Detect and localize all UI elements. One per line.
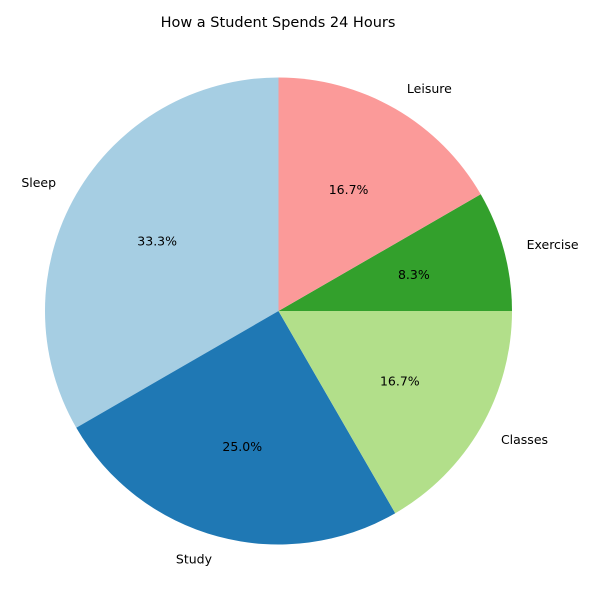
percent-label-classes: 16.7% [380,374,420,389]
chart-title: How a Student Spends 24 Hours [161,15,396,31]
slice-label-leisure: Leisure [407,81,452,96]
percent-label-exercise: 8.3% [398,267,430,282]
slice-label-classes: Classes [501,432,548,447]
pie-slice-exercise [278,194,512,311]
percent-label-sleep: 33.3% [137,233,177,248]
percent-label-leisure: 16.7% [329,182,369,197]
pie-slice-classes [278,311,512,514]
percent-label-study: 25.0% [222,439,262,454]
slice-label-exercise: Exercise [527,237,579,252]
pie-slice-leisure [278,77,481,311]
pie-labels: Sleep 33.3% Study 25.0% Classes 16.7% Exercise… [21,81,579,567]
slice-label-sleep: Sleep [21,175,56,190]
pie-slice-sleep [44,77,279,428]
slice-label-study: Study [176,552,213,567]
pie-slices [44,77,512,545]
pie-slice-study [76,311,396,545]
